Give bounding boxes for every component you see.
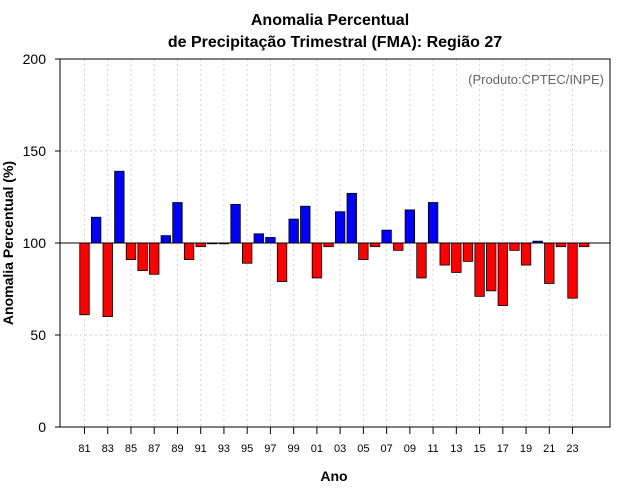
- bar-1999: [288, 218, 299, 244]
- chart-title-line-2: de Precipitação Trimestral (FMA): Região…: [168, 34, 502, 51]
- bar-2003: [334, 211, 346, 244]
- y-tick-label: 0: [38, 419, 46, 435]
- bars: [79, 170, 590, 317]
- bar-2017: [497, 242, 508, 306]
- bar-1984: [114, 170, 125, 244]
- bar-2006: [369, 242, 381, 248]
- x-tick-label: 89: [171, 443, 183, 455]
- bar-2021: [544, 242, 555, 284]
- x-tick-label: 09: [404, 443, 416, 455]
- y-tick-label: 150: [23, 143, 47, 159]
- bar-1985: [125, 242, 137, 260]
- x-tick-label: 83: [102, 443, 114, 455]
- bar-2004: [346, 192, 357, 244]
- x-tick-label: 19: [520, 443, 532, 455]
- grid-lines: [60, 58, 610, 428]
- bar-2015: [474, 242, 485, 297]
- bar-1989: [172, 202, 183, 244]
- x-tick-label: 13: [450, 443, 462, 455]
- x-axis: 81 83 85 87 89 91 93 95 97 99 01 03 05 07 09 11 13 15 17 19…: [78, 427, 579, 455]
- y-tick-label: 100: [23, 235, 47, 251]
- x-tick-label: 05: [357, 443, 369, 455]
- bar-2008: [393, 242, 404, 251]
- bar-1988: [160, 235, 171, 244]
- credit-text: (Produto:CPTEC/INPE): [468, 72, 604, 87]
- bar-2011: [427, 202, 439, 244]
- y-axis: 0 50 100 150 200: [23, 51, 60, 435]
- bar-1982: [90, 216, 102, 244]
- bar-1983: [102, 242, 113, 317]
- x-tick-label: 95: [241, 443, 253, 455]
- bar-1996: [253, 233, 264, 244]
- bar-1995: [242, 242, 253, 264]
- bar-2010: [416, 242, 427, 279]
- y-tick-label: 50: [30, 327, 46, 343]
- bar-2001: [311, 242, 323, 279]
- x-tick-label: 11: [427, 443, 438, 455]
- y-tick-label: 200: [23, 51, 47, 67]
- bar-1991: [195, 242, 206, 248]
- bar-1990: [183, 242, 195, 260]
- x-tick-label: 03: [334, 443, 346, 455]
- bar-1981: [79, 242, 90, 316]
- bar-2013: [451, 242, 462, 273]
- bar-2016: [486, 242, 497, 292]
- x-tick-label: 87: [148, 443, 160, 455]
- bar-1997: [265, 237, 276, 244]
- y-axis-label: Anomalia Percentual (%): [0, 161, 16, 325]
- bar-2018: [509, 242, 520, 251]
- bar-2014: [462, 242, 474, 262]
- x-tick-label: 01: [311, 443, 323, 455]
- bar-2002: [323, 242, 334, 248]
- bar-2000: [300, 205, 311, 244]
- x-axis-label: Ano: [320, 468, 347, 484]
- bar-2022: [555, 242, 567, 248]
- chart-title-line-1: Anomalia Percentual: [251, 12, 409, 29]
- bar-2019: [520, 242, 532, 266]
- x-tick-label: 99: [288, 443, 300, 455]
- x-tick-label: 15: [473, 443, 485, 455]
- x-tick-label: 93: [218, 443, 230, 455]
- bar-2023: [567, 242, 578, 299]
- x-tick-label: 97: [264, 443, 276, 455]
- x-tick-label: 21: [543, 443, 555, 455]
- x-tick-label: 23: [566, 443, 578, 455]
- x-tick-label: 91: [195, 443, 207, 455]
- bar-2009: [404, 209, 416, 244]
- bar-1998: [276, 242, 288, 283]
- bar-2007: [381, 229, 392, 244]
- bar-2005: [358, 242, 369, 260]
- x-tick-label: 07: [380, 443, 392, 455]
- x-tick-label: 17: [497, 443, 509, 455]
- bar-1986: [137, 242, 148, 272]
- bar-2024: [579, 242, 590, 248]
- x-tick-label: 85: [125, 443, 137, 455]
- bar-1994: [230, 203, 241, 244]
- x-tick-label: 81: [78, 443, 90, 455]
- bar-1987: [149, 242, 160, 275]
- bar-2012: [439, 242, 450, 266]
